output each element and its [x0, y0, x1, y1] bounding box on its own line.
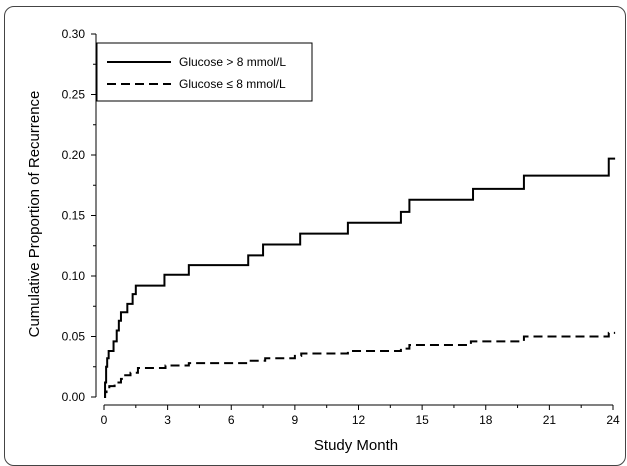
series-line-2 [104, 331, 616, 398]
x-tick-label: 6 [228, 413, 235, 427]
y-tick-label: 0.10 [62, 269, 86, 283]
y-tick-label: 0.00 [62, 390, 86, 404]
x-tick-label: 9 [292, 413, 299, 427]
y-axis-label: Cumulative Proportion of Recurrence [26, 91, 43, 338]
y-axis: 0.00 0.05 0.10 0.15 0.20 0.25 0.30 [62, 27, 97, 404]
x-axis-label: Study Month [314, 437, 398, 454]
y-tick-label: 0.15 [62, 209, 86, 223]
series-lines [104, 157, 616, 398]
x-tick-label: 0 [101, 413, 108, 427]
legend-label-2: Glucose ≤ 8 mmol/L [179, 77, 286, 91]
x-tick-label: 18 [479, 413, 493, 427]
y-tick-label: 0.05 [62, 330, 86, 344]
y-tick-label: 0.20 [62, 148, 86, 162]
x-tick-label: 15 [415, 413, 429, 427]
legend: Glucose > 8 mmol/L Glucose ≤ 8 mmol/L [96, 42, 313, 102]
x-tick-label: 3 [164, 413, 171, 427]
x-axis: 0 3 6 9 12 15 18 21 24 [101, 404, 620, 427]
series-line-1 [104, 157, 616, 398]
y-tick-label: 0.30 [62, 27, 86, 41]
y-tick-label: 0.25 [62, 88, 86, 102]
x-tick-label: 24 [606, 413, 620, 427]
x-tick-label: 12 [352, 413, 366, 427]
x-tick-label: 21 [543, 413, 557, 427]
legend-box [96, 42, 313, 102]
legend-label-1: Glucose > 8 mmol/L [179, 55, 286, 69]
